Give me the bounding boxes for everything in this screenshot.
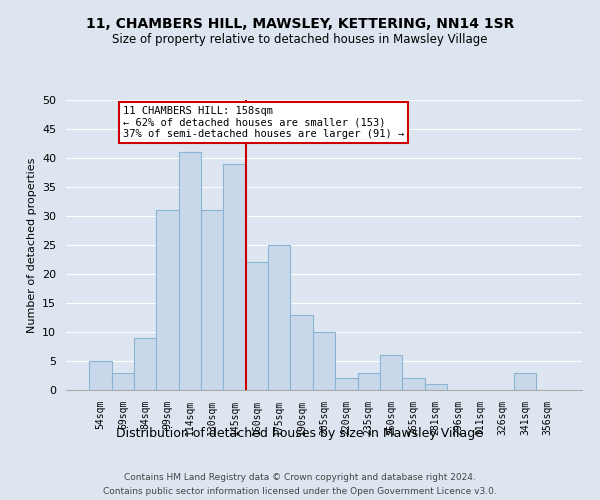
Text: Distribution of detached houses by size in Mawsley Village: Distribution of detached houses by size … [116,428,484,440]
Bar [157,210,179,390]
Bar [358,372,380,390]
Bar [89,361,112,390]
Text: 11, CHAMBERS HILL, MAWSLEY, KETTERING, NN14 1SR: 11, CHAMBERS HILL, MAWSLEY, KETTERING, N… [86,18,514,32]
Bar [179,152,201,390]
Bar [425,384,447,390]
Bar [402,378,425,390]
Bar [268,245,290,390]
Y-axis label: Number of detached properties: Number of detached properties [26,158,37,332]
Bar [201,210,223,390]
Text: Size of property relative to detached houses in Mawsley Village: Size of property relative to detached ho… [112,32,488,46]
Bar [112,372,134,390]
Bar [134,338,157,390]
Text: Contains public sector information licensed under the Open Government Licence v3: Contains public sector information licen… [103,488,497,496]
Bar [380,355,402,390]
Text: 11 CHAMBERS HILL: 158sqm
← 62% of detached houses are smaller (153)
37% of semi-: 11 CHAMBERS HILL: 158sqm ← 62% of detach… [123,106,404,139]
Bar [290,314,313,390]
Bar [313,332,335,390]
Bar [514,372,536,390]
Text: Contains HM Land Registry data © Crown copyright and database right 2024.: Contains HM Land Registry data © Crown c… [124,472,476,482]
Bar [335,378,358,390]
Bar [246,262,268,390]
Bar [223,164,246,390]
